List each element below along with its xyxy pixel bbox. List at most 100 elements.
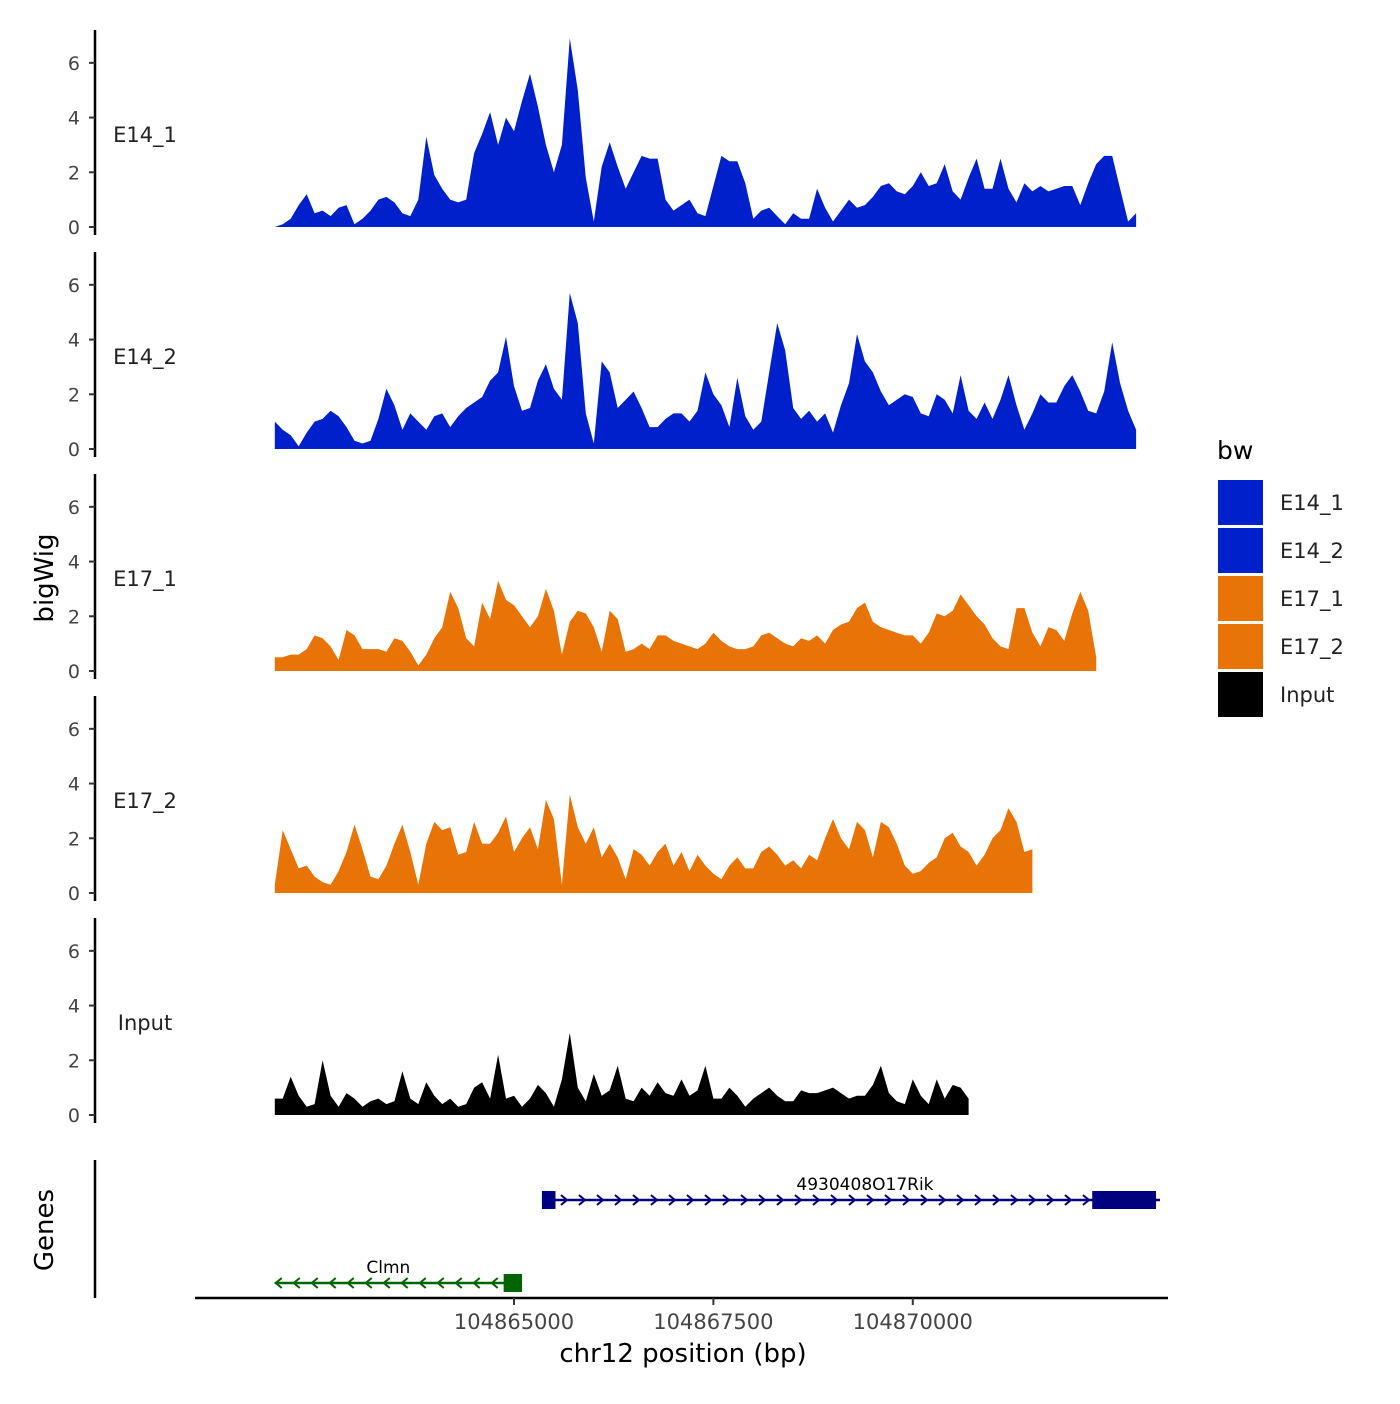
track-label: E14_1 <box>113 123 177 148</box>
legend: bw E14_1 E14_2 E17_1 E17_2 Input <box>1217 436 1344 717</box>
y-tick-label: 0 <box>68 883 80 905</box>
exon-block <box>541 1191 556 1209</box>
strand-chevron <box>418 1277 427 1289</box>
y-tick-label: 2 <box>68 384 80 406</box>
strand-chevron <box>596 1194 605 1206</box>
strand-chevron <box>364 1277 373 1289</box>
legend-item-Input: Input <box>1218 672 1334 717</box>
strand-chevron <box>274 1277 283 1289</box>
strand-chevron <box>1028 1194 1037 1206</box>
legend-title: bw <box>1217 436 1253 465</box>
strand-chevron <box>794 1194 803 1206</box>
legend-swatch <box>1218 528 1263 573</box>
y-axis-title: bigWig <box>30 533 60 622</box>
legend-item-E14_1: E14_1 <box>1218 480 1344 525</box>
coverage-area-E14_2 <box>274 293 1137 449</box>
legend-item-E17_1: E17_1 <box>1218 576 1344 621</box>
y-tick-label: 6 <box>68 53 80 75</box>
y-tick-label: 4 <box>68 996 80 1018</box>
y-tick-label: 6 <box>68 275 80 297</box>
y-tick-label: 4 <box>68 330 80 352</box>
strand-chevron <box>436 1277 445 1289</box>
legend-label: E14_1 <box>1280 491 1344 516</box>
legend-label: E17_2 <box>1280 635 1344 660</box>
strand-chevron <box>704 1194 713 1206</box>
strand-chevron <box>740 1194 749 1206</box>
track-panel-E17_1: 0 2 4 6 E17_1 <box>68 474 1097 683</box>
y-tick-label: 0 <box>68 439 80 461</box>
coverage-area-Input <box>274 1032 969 1115</box>
strand-chevron <box>346 1277 355 1289</box>
legend-item-E14_2: E14_2 <box>1218 528 1344 573</box>
legend-label: E17_1 <box>1280 587 1344 612</box>
strand-chevron <box>956 1194 965 1206</box>
x-axis-title: chr12 position (bp) <box>559 1339 806 1369</box>
strand-chevron <box>328 1277 337 1289</box>
strand-chevron <box>472 1277 481 1289</box>
track-label: E17_1 <box>113 567 177 592</box>
strand-chevron <box>292 1277 301 1289</box>
y-tick-label: 0 <box>68 1105 80 1127</box>
strand-chevron <box>668 1194 677 1206</box>
legend-swatch <box>1218 480 1263 525</box>
strand-chevron <box>1082 1194 1091 1206</box>
strand-chevron <box>454 1277 463 1289</box>
y-tick-label: 0 <box>68 661 80 683</box>
track-label: E14_2 <box>113 345 177 370</box>
coverage-area-E17_2 <box>274 794 1033 893</box>
coverage-area-E17_1 <box>274 580 1097 671</box>
gene-track: 4930408O17Rik Clmn <box>93 1160 1161 1298</box>
track-label: E17_2 <box>113 789 177 814</box>
gene-4930408O17Rik: 4930408O17Rik <box>541 1175 1161 1209</box>
y-tick-label: 4 <box>68 552 80 574</box>
strand-chevron <box>758 1194 767 1206</box>
track-panel-E14_1: 0 2 4 6 E14_1 <box>68 30 1137 239</box>
strand-chevron <box>884 1194 893 1206</box>
y-tick-label: 4 <box>68 108 80 130</box>
x-tick-label: 104865000 <box>454 1310 574 1334</box>
genes-track-title: Genes <box>30 1189 60 1271</box>
strand-chevron <box>848 1194 857 1206</box>
strand-chevron <box>920 1194 929 1206</box>
y-tick-label: 2 <box>68 1050 80 1072</box>
y-tick-label: 2 <box>68 162 80 184</box>
track-panels: 0 2 4 6 E14_1 0 2 4 6 E14_2 0 2 4 6 E17_1 0 2 4 6 E17_2 0 2 4 6… <box>68 30 1137 1127</box>
strand-chevron <box>866 1194 875 1206</box>
y-tick-label: 2 <box>68 828 80 850</box>
legend-swatch <box>1218 672 1263 717</box>
legend-swatch <box>1218 624 1263 669</box>
gene-Clmn: Clmn <box>274 1258 522 1292</box>
strand-chevron <box>632 1194 641 1206</box>
legend-label: E14_2 <box>1280 539 1344 564</box>
strand-chevron <box>400 1277 409 1289</box>
strand-chevron <box>1064 1194 1073 1206</box>
x-tick-label: 104870000 <box>853 1310 973 1334</box>
legend-item-E17_2: E17_2 <box>1218 624 1344 669</box>
y-tick-label: 0 <box>68 217 80 239</box>
strand-chevron <box>1010 1194 1019 1206</box>
strand-chevron <box>992 1194 1001 1206</box>
strand-chevron <box>776 1194 785 1206</box>
y-tick-label: 6 <box>68 497 80 519</box>
track-panel-E14_2: 0 2 4 6 E14_2 <box>68 252 1137 461</box>
y-tick-label: 6 <box>68 719 80 741</box>
gene-name-label: 4930408O17Rik <box>796 1175 933 1195</box>
exon-block <box>503 1274 522 1292</box>
strand-chevron <box>1046 1194 1055 1206</box>
strand-chevron <box>722 1194 731 1206</box>
strand-chevron <box>560 1194 569 1206</box>
strand-chevron <box>310 1277 319 1289</box>
y-tick-label: 4 <box>68 774 80 796</box>
track-panel-Input: 0 2 4 6 Input <box>68 918 969 1127</box>
strand-chevron <box>974 1194 983 1206</box>
strand-chevron <box>382 1277 391 1289</box>
strand-chevron <box>490 1277 499 1289</box>
strand-chevron <box>830 1194 839 1206</box>
strand-chevron <box>650 1194 659 1206</box>
strand-chevron <box>812 1194 821 1206</box>
x-axis: 104865000 104867500 104870000 <box>195 1296 1168 1334</box>
x-tick-label: 104867500 <box>653 1310 773 1334</box>
y-tick-label: 6 <box>68 941 80 963</box>
